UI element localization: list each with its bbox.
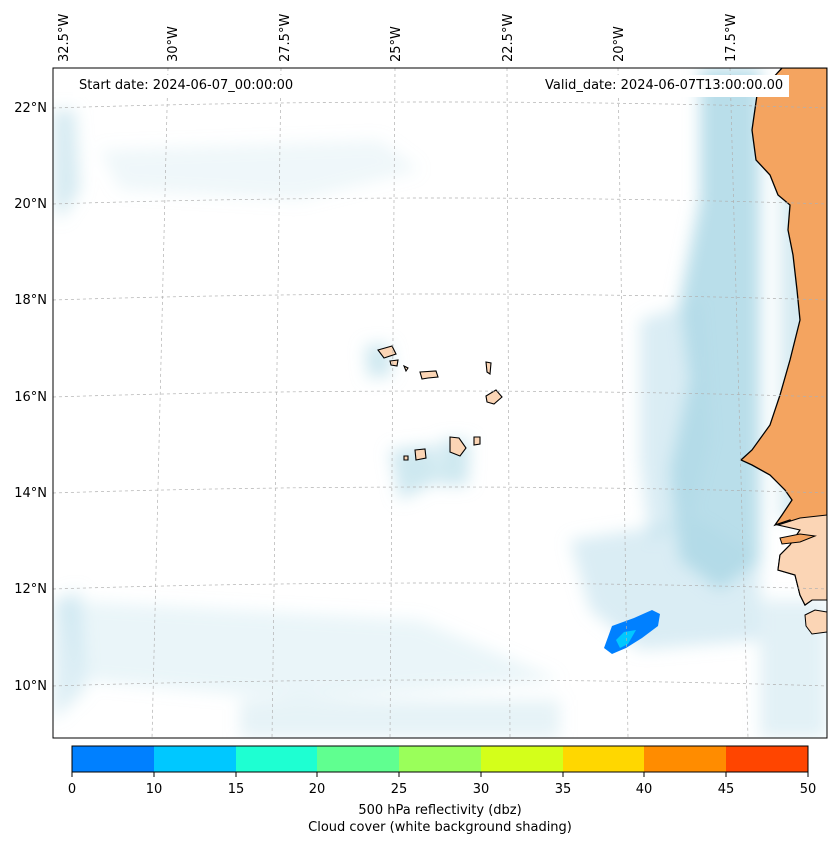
lon-label: 20°W: [612, 26, 627, 62]
lon-label: 30°W: [166, 26, 181, 62]
lon-label: 32.5°W: [57, 14, 72, 62]
colorbar: 0 10 15 20 25 30 35 40 45 50 500 hPa ref…: [68, 745, 817, 835]
colorbar-tick-label: 25: [391, 782, 408, 797]
colorbar-title: 500 hPa reflectivity (dbz): [358, 803, 521, 818]
valid-date-label: Valid_date: 2024-06-07T13:00:00.00: [539, 75, 790, 97]
colorbar-tick-label: 15: [228, 782, 245, 797]
colorbar-frame: [71, 745, 809, 773]
colorbar-tick-label: 0: [68, 782, 76, 797]
start-date-label: Start date: 2024-06-07_00:00:00: [73, 75, 300, 97]
latitude-labels: 22°N 20°N 18°N 16°N 14°N 12°N 10°N: [14, 101, 47, 694]
colorbar-subtitle: Cloud cover (white background shading): [308, 820, 572, 835]
lon-label: 22.5°W: [501, 14, 516, 62]
graticule: [53, 68, 827, 738]
lat-label: 22°N: [14, 101, 47, 116]
lat-label: 16°N: [14, 390, 47, 405]
lon-label: 17.5°W: [724, 14, 739, 62]
colorbar-tick-label: 45: [718, 782, 735, 797]
colorbar-bin: [399, 746, 481, 772]
colorbar-bin: [317, 746, 399, 772]
colorbar-tick-label: 50: [800, 782, 817, 797]
colorbar-tick-label: 40: [636, 782, 653, 797]
longitude-labels: 32.5°W 30°W 27.5°W 25°W 22.5°W 20°W 17.5…: [57, 14, 739, 62]
lat-label: 14°N: [14, 486, 47, 501]
african-coast-land: [739, 68, 827, 635]
lat-label: 18°N: [14, 293, 47, 308]
colorbar-bin: [72, 746, 154, 772]
reflectivity-cell: [604, 610, 660, 654]
colorbar-bin: [726, 746, 808, 772]
colorbar-bin: [481, 746, 563, 772]
colorbar-tick-label: 10: [146, 782, 163, 797]
colorbar-bin: [563, 746, 644, 772]
lat-label: 20°N: [14, 197, 47, 212]
colorbar-bin: [236, 746, 317, 772]
lat-label: 12°N: [14, 582, 47, 597]
colorbar-tick-label: 30: [473, 782, 490, 797]
map-layers: [53, 68, 827, 738]
cape-verde-islands: [377, 345, 503, 461]
lon-label: 27.5°W: [278, 14, 293, 62]
colorbar-bin: [154, 746, 236, 772]
colorbar-tick-label: 35: [555, 782, 572, 797]
lat-label: 10°N: [14, 679, 47, 694]
map-frame: [52, 67, 828, 739]
lon-label: 25°W: [389, 26, 404, 62]
colorbar-tick-label: 20: [309, 782, 326, 797]
colorbar-bin: [644, 746, 726, 772]
